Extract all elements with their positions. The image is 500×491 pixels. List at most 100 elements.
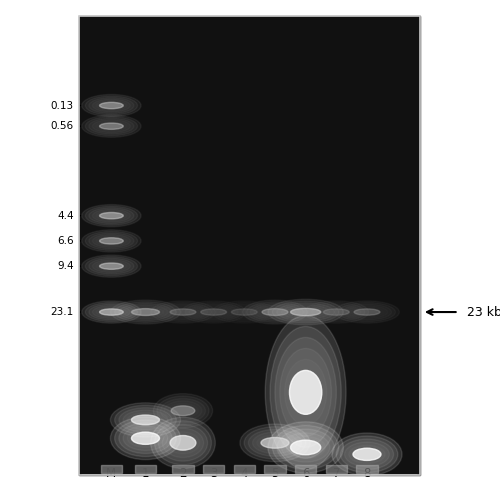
Text: 0.56: 0.56 xyxy=(50,121,74,131)
Ellipse shape xyxy=(277,303,334,321)
Bar xyxy=(100,464,122,473)
Ellipse shape xyxy=(265,315,346,469)
Ellipse shape xyxy=(132,432,160,444)
Ellipse shape xyxy=(232,309,257,315)
Ellipse shape xyxy=(353,448,381,461)
Ellipse shape xyxy=(242,300,308,324)
Ellipse shape xyxy=(114,302,176,322)
Ellipse shape xyxy=(338,302,396,322)
Ellipse shape xyxy=(290,308,320,316)
Ellipse shape xyxy=(86,231,138,250)
Ellipse shape xyxy=(261,437,289,448)
Bar xyxy=(234,464,255,473)
Bar xyxy=(79,16,420,475)
Ellipse shape xyxy=(86,302,138,322)
Ellipse shape xyxy=(82,94,141,117)
Ellipse shape xyxy=(200,309,226,315)
Ellipse shape xyxy=(262,309,288,315)
Ellipse shape xyxy=(170,309,196,315)
Text: 23.1: 23.1 xyxy=(50,307,74,317)
Bar xyxy=(172,464,194,473)
Ellipse shape xyxy=(100,102,124,109)
Bar xyxy=(134,464,156,473)
Ellipse shape xyxy=(82,205,141,227)
Text: 2: 2 xyxy=(179,467,186,480)
Ellipse shape xyxy=(332,433,402,476)
Text: 6.6: 6.6 xyxy=(57,236,74,246)
Ellipse shape xyxy=(290,440,320,455)
Text: 1: 1 xyxy=(142,467,149,480)
Text: 23 kb: 23 kb xyxy=(467,305,500,319)
Ellipse shape xyxy=(157,396,209,425)
Ellipse shape xyxy=(336,436,398,473)
Ellipse shape xyxy=(272,426,339,469)
Text: 9.4: 9.4 xyxy=(57,261,74,271)
Bar xyxy=(295,464,316,473)
Ellipse shape xyxy=(244,427,306,459)
Ellipse shape xyxy=(132,415,160,425)
Ellipse shape xyxy=(158,425,208,461)
Text: 4: 4 xyxy=(240,467,248,480)
Ellipse shape xyxy=(119,408,172,432)
Ellipse shape xyxy=(304,301,368,323)
Text: 7: 7 xyxy=(332,467,340,480)
Ellipse shape xyxy=(100,263,124,270)
Ellipse shape xyxy=(100,309,124,315)
Ellipse shape xyxy=(246,302,304,322)
Ellipse shape xyxy=(154,394,212,428)
Ellipse shape xyxy=(114,405,176,435)
Bar xyxy=(326,464,347,473)
Ellipse shape xyxy=(150,301,216,323)
Text: 6: 6 xyxy=(302,467,310,480)
Ellipse shape xyxy=(171,406,195,415)
Ellipse shape xyxy=(86,117,138,136)
Ellipse shape xyxy=(154,421,212,465)
Ellipse shape xyxy=(82,230,141,252)
Text: 5: 5 xyxy=(272,467,278,480)
Ellipse shape xyxy=(150,417,216,468)
Ellipse shape xyxy=(82,255,141,277)
Text: 4.4: 4.4 xyxy=(57,211,74,220)
Ellipse shape xyxy=(275,337,336,447)
Ellipse shape xyxy=(86,96,138,115)
Ellipse shape xyxy=(110,300,180,324)
Ellipse shape xyxy=(282,433,330,462)
Text: 0.13: 0.13 xyxy=(50,101,74,110)
Ellipse shape xyxy=(100,123,124,129)
Ellipse shape xyxy=(280,349,332,436)
Bar xyxy=(264,464,286,473)
Ellipse shape xyxy=(82,301,141,323)
Ellipse shape xyxy=(334,301,400,323)
Ellipse shape xyxy=(324,309,349,315)
Ellipse shape xyxy=(354,309,380,315)
Ellipse shape xyxy=(170,436,196,450)
Bar xyxy=(79,16,420,475)
Ellipse shape xyxy=(248,430,302,456)
Ellipse shape xyxy=(344,442,390,466)
Ellipse shape xyxy=(82,115,141,137)
Ellipse shape xyxy=(100,213,124,219)
Ellipse shape xyxy=(86,257,138,275)
Ellipse shape xyxy=(110,403,180,437)
Text: 8: 8 xyxy=(364,467,370,480)
Ellipse shape xyxy=(290,370,322,414)
Ellipse shape xyxy=(110,417,180,460)
Ellipse shape xyxy=(86,206,138,225)
Ellipse shape xyxy=(89,304,134,320)
Ellipse shape xyxy=(100,238,124,244)
Ellipse shape xyxy=(132,309,160,315)
Bar xyxy=(356,464,378,473)
Ellipse shape xyxy=(240,424,310,462)
Ellipse shape xyxy=(119,423,172,454)
Bar xyxy=(203,464,224,473)
Ellipse shape xyxy=(340,439,394,469)
Ellipse shape xyxy=(268,422,344,473)
Ellipse shape xyxy=(114,420,176,457)
Ellipse shape xyxy=(268,299,344,325)
Ellipse shape xyxy=(123,426,168,450)
Ellipse shape xyxy=(277,429,334,466)
Text: M: M xyxy=(106,467,117,480)
Ellipse shape xyxy=(182,301,246,323)
Text: 3: 3 xyxy=(210,467,218,480)
Ellipse shape xyxy=(270,327,341,458)
